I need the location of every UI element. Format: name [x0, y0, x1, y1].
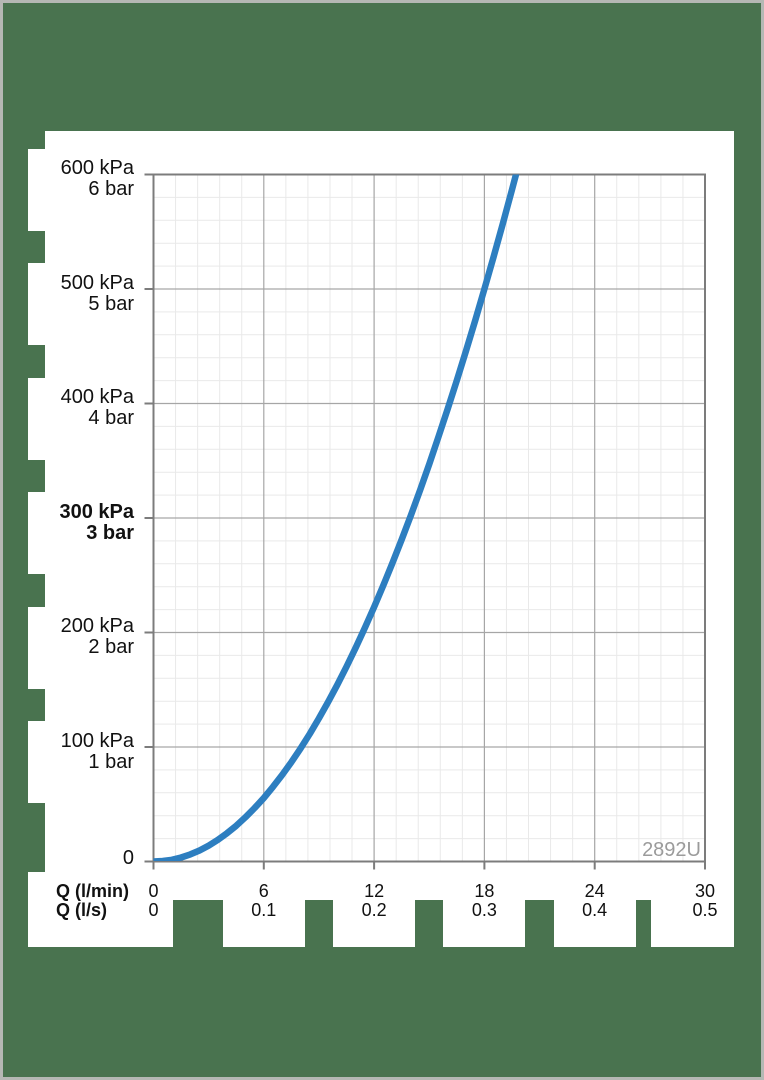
y-label-bar: 5 bar	[88, 292, 134, 315]
flow-pressure-chart	[144, 173, 706, 870]
x-axis-label-lmin-24: 24	[584, 881, 605, 901]
y-label-bar: 3 bar	[86, 521, 134, 544]
x-label-tab	[28, 872, 173, 947]
x-axis-label-ls-30: 0.5	[692, 899, 718, 920]
y-axis-label-200kpa: 200 kPa 2 bar	[3, 616, 134, 658]
x-label-tab	[443, 900, 525, 947]
x-axis-label-ls-24: 0.4	[582, 899, 608, 920]
pressure-drop-curve	[153, 174, 520, 861]
x-axis-label-lmin-30: 30	[694, 881, 716, 901]
y-label-tab	[28, 606, 45, 689]
y-label-kpa: 300 kPa	[59, 500, 134, 523]
y-label-bar: 4 bar	[88, 407, 134, 429]
x-axis-label-ls-6: 0.1	[251, 899, 277, 920]
x-axis-label-ls-12: 0.2	[361, 899, 387, 920]
chart-panel	[45, 131, 734, 900]
y-axis-label-400kpa: 400 kPa 4 bar	[3, 387, 134, 429]
y-axis-label-300kpa: 300 kPa 3 bar	[3, 500, 134, 544]
y-label-tab	[28, 377, 45, 460]
plot-border	[152, 173, 706, 863]
y-label-tab	[28, 263, 45, 345]
x-axis-unit-label-ls: Q (l/s)	[56, 899, 108, 920]
x-label-tab	[651, 900, 734, 947]
y-label-bar: 6 bar	[88, 178, 134, 200]
y-label-kpa: 200 kPa	[60, 615, 134, 637]
x-axis-label-lmin-6: 6	[258, 881, 269, 901]
x-axis-label-ls-18: 0.3	[471, 899, 497, 920]
y-label-kpa: 100 kPa	[60, 729, 134, 752]
y-axis-label-100kpa: 100 kPa 1 bar	[3, 729, 134, 773]
y-label-tab	[28, 492, 45, 574]
x-axis-label-lmin-0: 0	[148, 881, 159, 901]
product-code-watermark: 2892U	[642, 839, 701, 861]
y-label-bar: 2 bar	[88, 636, 134, 658]
x-axis-unit-label-lmin: Q (l/min)	[56, 881, 129, 901]
x-label-tab	[223, 900, 305, 947]
x-axis-label-lmin-18: 18	[474, 881, 495, 901]
x-axis-label-lmin-12: 12	[364, 881, 385, 901]
y-label-kpa: 500 kPa	[60, 271, 134, 294]
y-axis-origin-label: 0	[122, 847, 134, 869]
y-label-tab	[28, 721, 45, 803]
y-label-kpa: 400 kPa	[60, 386, 134, 408]
y-label-kpa: 600 kPa	[60, 157, 134, 179]
x-label-tab	[333, 900, 415, 947]
y-label-tab	[28, 148, 45, 231]
y-axis-label-500kpa: 500 kPa 5 bar	[3, 271, 134, 315]
x-axis-label-ls-0: 0	[148, 899, 159, 920]
y-axis-label-600kpa: 600 kPa 6 bar	[3, 158, 134, 200]
x-label-tab	[554, 900, 636, 947]
y-label-bar: 1 bar	[88, 750, 134, 773]
